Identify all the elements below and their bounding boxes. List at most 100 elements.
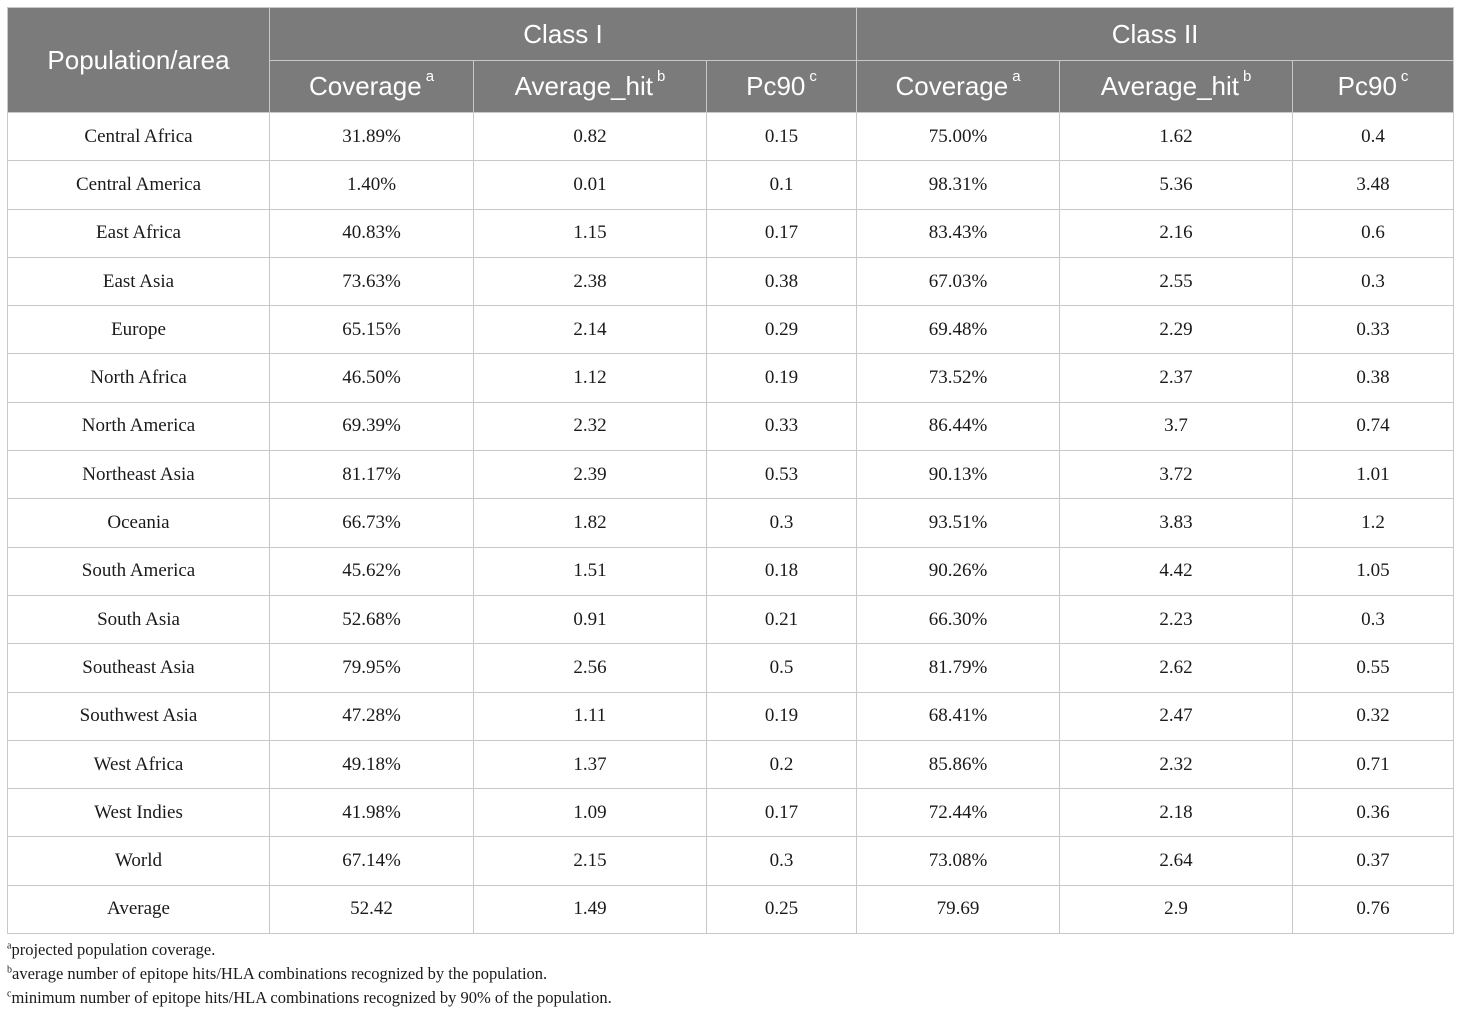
table-row: East Asia 73.63% 2.38 0.38 67.03% 2.55 0.3 [7,256,1455,307]
class1-coverage-cell: 52.68% [269,594,474,645]
class2-average-hit-cell: 2.64 [1059,836,1294,886]
class2-coverage-cell: 68.41% [856,691,1061,741]
class1-pc90-cell: 0.18 [705,546,858,596]
area-cell: West Indies [7,788,270,838]
area-cell: Central America [7,160,270,210]
area-cell: Northeast Asia [7,450,270,500]
area-cell: Oceania [7,498,270,548]
class1-pc90-cell: 0.3 [705,498,858,548]
area-cell: Southeast Asia [7,643,270,693]
class1-pc90-cell: 0.2 [705,739,858,790]
class1-average-hit-cell: 2.38 [473,256,707,307]
class2-coverage-cell: 67.03% [856,256,1061,307]
table-container: Population/area Class I Class II Coverag… [7,7,1455,935]
class1-coverage-cell: 52.42 [269,884,474,935]
area-cell: Europe [7,305,270,355]
class2-pc90-cell: 0.76 [1292,884,1455,935]
class2-pc90-header: Pc90 c [1292,60,1455,113]
class2-average-hit-cell: 3.72 [1059,450,1294,500]
class2-average-hit-cell: 1.62 [1059,111,1294,162]
class1-average-hit-cell: 2.56 [473,643,707,693]
class2-average-hit-cell: 2.9 [1059,884,1294,935]
class1-average-hit-cell: 1.09 [473,788,707,838]
class2-coverage-cell: 73.08% [856,836,1061,886]
class2-coverage-cell: 69.48% [856,305,1061,355]
table-row: Oceania 66.73% 1.82 0.3 93.51% 3.83 1.2 [7,498,1455,548]
class1-average-hit-cell: 2.15 [473,836,707,886]
class2-average-hit-cell: 4.42 [1059,546,1294,596]
class1-coverage-cell: 81.17% [269,450,474,500]
class2-average-hit-cell: 2.16 [1059,208,1294,258]
class2-coverage-cell: 85.86% [856,739,1061,790]
class1-coverage-header: Coverage a [269,60,474,113]
class1-coverage-cell: 73.63% [269,256,474,307]
table-row: West Africa 49.18% 1.37 0.2 85.86% 2.32 0.71 [7,739,1455,790]
class1-coverage-cell: 49.18% [269,739,474,790]
class1-average-hit-cell: 1.82 [473,498,707,548]
area-cell: North Africa [7,353,270,403]
table-row: North America 69.39% 2.32 0.33 86.44% 3.7 0.74 [7,401,1455,452]
class1-coverage-cell: 47.28% [269,691,474,741]
class1-coverage-cell: 79.95% [269,643,474,693]
class1-pc90-cell: 0.21 [705,594,858,645]
class2-pc90-cell: 0.74 [1292,401,1455,452]
class1-average-hit-cell: 0.01 [473,160,707,210]
class1-pc90-header: Pc90 c [705,60,858,113]
class2-coverage-cell: 81.79% [856,643,1061,693]
table-row: World 67.14% 2.15 0.3 73.08% 2.64 0.37 [7,836,1455,886]
class1-pc90-cell: 0.5 [705,643,858,693]
class1-pc90-cell: 0.19 [705,691,858,741]
class2-coverage-header: Coverage a [856,60,1061,113]
class1-average-hit-cell: 2.39 [473,450,707,500]
class2-average-hit-header: Average_hit b [1059,60,1294,113]
class2-average-hit-cell: 2.55 [1059,256,1294,307]
area-cell: North America [7,401,270,452]
class1-average-hit-cell: 0.82 [473,111,707,162]
class1-pc90-cell: 0.3 [705,836,858,886]
class1-coverage-cell: 45.62% [269,546,474,596]
class1-pc90-cell: 0.19 [705,353,858,403]
footnote: baverage number of epitope hits/HLA comb… [7,964,548,983]
table-row: South Asia 52.68% 0.91 0.21 66.30% 2.23 0.3 [7,594,1455,645]
class2-coverage-cell: 86.44% [856,401,1061,452]
class2-average-hit-cell: 2.23 [1059,594,1294,645]
table-row: Southwest Asia 47.28% 1.11 0.19 68.41% 2.47 0.… [7,691,1455,741]
area-cell: South America [7,546,270,596]
class2-average-hit-cell: 3.7 [1059,401,1294,452]
footnote: cminimum number of epitope hits/HLA comb… [7,988,612,1007]
population-coverage-table: Population/area Class I Class II Coverag… [7,7,1455,935]
class1-pc90-cell: 0.1 [705,160,858,210]
class1-pc90-cell: 0.17 [705,788,858,838]
table-footnotes: aprojected population coverage. baverage… [7,938,612,1010]
class1-pc90-cell: 0.53 [705,450,858,500]
class2-coverage-cell: 75.00% [856,111,1061,162]
table-row: Northeast Asia 81.17% 2.39 0.53 90.13% 3.72 1.… [7,450,1455,500]
class1-average-hit-cell: 1.37 [473,739,707,790]
class2-pc90-cell: 0.38 [1292,353,1455,403]
class2-average-hit-cell: 2.32 [1059,739,1294,790]
area-cell: World [7,836,270,886]
class2-coverage-cell: 72.44% [856,788,1061,838]
table-row: Average 52.42 1.49 0.25 79.69 2.9 0.76 [7,884,1455,935]
class2-pc90-cell: 0.33 [1292,305,1455,355]
class2-coverage-cell: 83.43% [856,208,1061,258]
class1-average-hit-cell: 2.32 [473,401,707,452]
class2-coverage-cell: 79.69 [856,884,1061,935]
class1-pc90-cell: 0.25 [705,884,858,935]
class2-pc90-cell: 0.32 [1292,691,1455,741]
class1-pc90-cell: 0.15 [705,111,858,162]
population-area-header: Population/area [7,7,270,113]
class1-coverage-cell: 40.83% [269,208,474,258]
area-cell: Southwest Asia [7,691,270,741]
table-header: Population/area Class I Class II Coverag… [7,7,1455,113]
class1-pc90-cell: 0.29 [705,305,858,355]
class1-coverage-cell: 46.50% [269,353,474,403]
class1-average-hit-cell: 0.91 [473,594,707,645]
class2-pc90-cell: 0.3 [1292,256,1455,307]
area-cell: Central Africa [7,111,270,162]
class2-coverage-cell: 98.31% [856,160,1061,210]
class2-coverage-cell: 90.13% [856,450,1061,500]
class1-header: Class I [268,7,858,61]
class2-average-hit-cell: 2.47 [1059,691,1294,741]
class2-pc90-cell: 1.01 [1292,450,1455,500]
